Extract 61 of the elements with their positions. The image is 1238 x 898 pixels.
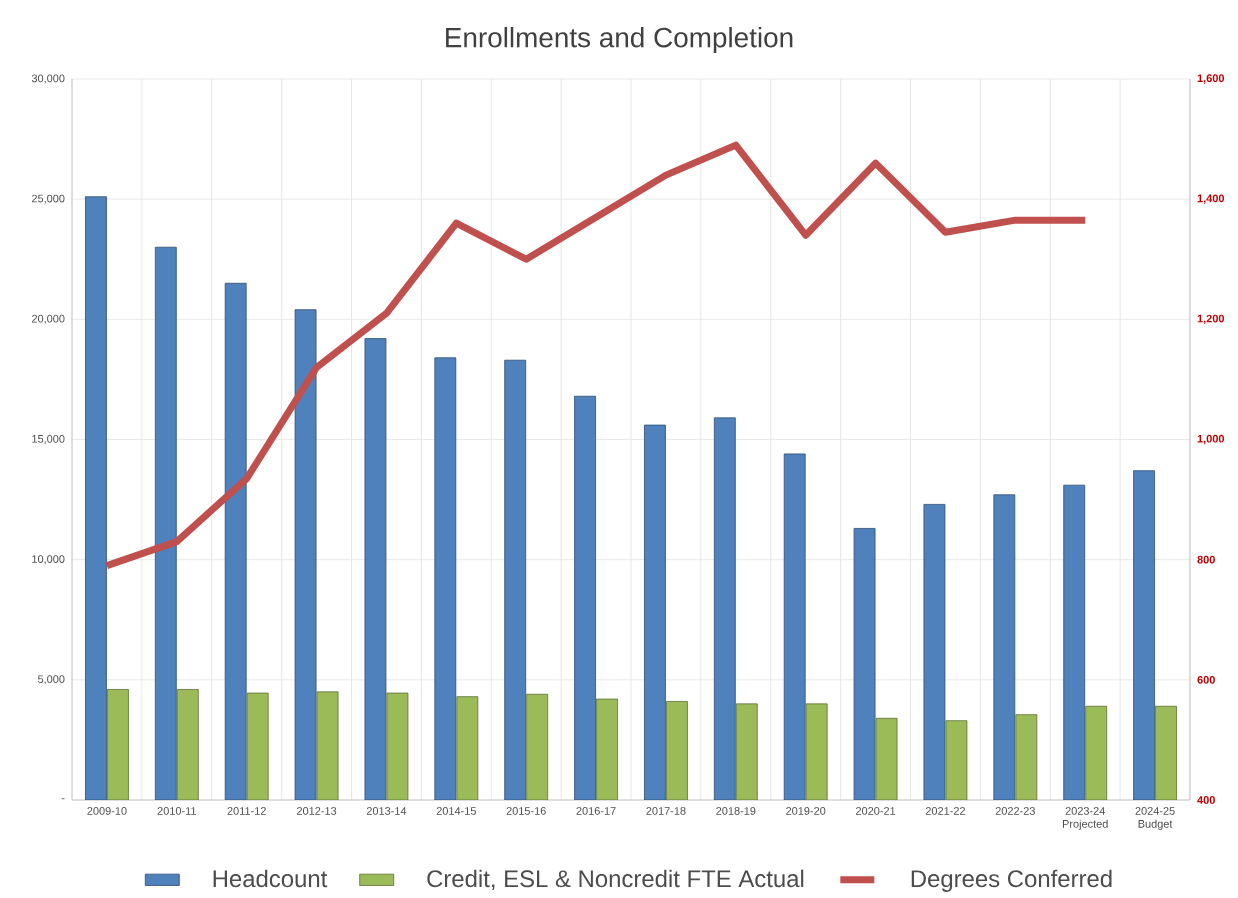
bar [246,692,269,800]
y-tick-label: 15,000 [32,434,65,445]
bar [224,282,247,800]
y-tick-label: 10,000 [32,555,65,565]
bar [783,453,806,800]
x-tick-label: 2024-25 Budget [1135,807,1175,830]
bar [805,703,828,800]
bar [504,359,527,800]
bar [107,689,129,800]
y2-tick-label: 800 [1197,555,1215,564]
bar [85,196,107,800]
legend-label: Degrees Conferred [911,869,1112,892]
x-tick-label: 2020-21 [856,807,896,815]
y2-tick-label: 1,000 [1197,434,1225,445]
bar [853,528,876,800]
x-tick-label: 2016-17 [576,807,616,815]
bar [526,693,549,800]
bar [1063,484,1086,800]
x-tick-label: 2011-12 [227,807,266,815]
bar [596,698,618,800]
bar [1155,705,1177,800]
x-tick-label: 2018-19 [716,807,756,815]
bar [923,503,946,800]
y-tick-label: 25,000 [32,194,65,204]
bar [644,424,666,800]
x-tick-label: 2022-23 [995,807,1035,815]
bar [666,701,688,800]
bar [735,703,758,800]
y-tick-label: 30,000 [31,74,65,84]
y-tick-label: - [61,798,65,800]
x-tick-label: 2017-18 [646,807,686,815]
bar [1133,470,1155,800]
chart-title: Enrollments and Completion [446,26,793,53]
x-tick-label: 2013-14 [366,807,407,815]
bar [154,246,177,800]
bar [1085,705,1108,800]
y2-tick-label: 600 [1197,675,1215,684]
y-tick-label: 5,000 [37,675,65,685]
x-tick-label: 2021-22 [925,807,966,815]
x-tick-label: 2019-20 [786,807,826,815]
bar [574,395,596,800]
bar [364,338,387,800]
bar [176,689,199,800]
y2-tick-label: 1,400 [1197,194,1225,204]
legend-label: Headcount [213,869,328,888]
legend-label: Credit, ESL & Noncredit FTE Actual [427,869,804,891]
x-tick-label: 2015-16 [506,807,546,815]
x-tick-label: 2012-13 [297,807,337,815]
y-tick-label: 20,000 [32,314,65,324]
y2-tick-label: 400 [1197,796,1215,804]
y2-tick-label: 1,600 [1197,74,1225,84]
x-tick-label: 2009-10 [87,807,127,815]
bar [993,494,1016,800]
y2-tick-label: 1,200 [1197,314,1225,324]
bar [456,696,479,800]
bar [1015,714,1038,800]
x-tick-label: 2023-24 Projected [1062,807,1108,830]
x-tick-label: 2014-15 [436,807,476,815]
bar [713,417,736,800]
bar [434,357,457,800]
x-tick-label: 2010-11 [157,807,196,815]
